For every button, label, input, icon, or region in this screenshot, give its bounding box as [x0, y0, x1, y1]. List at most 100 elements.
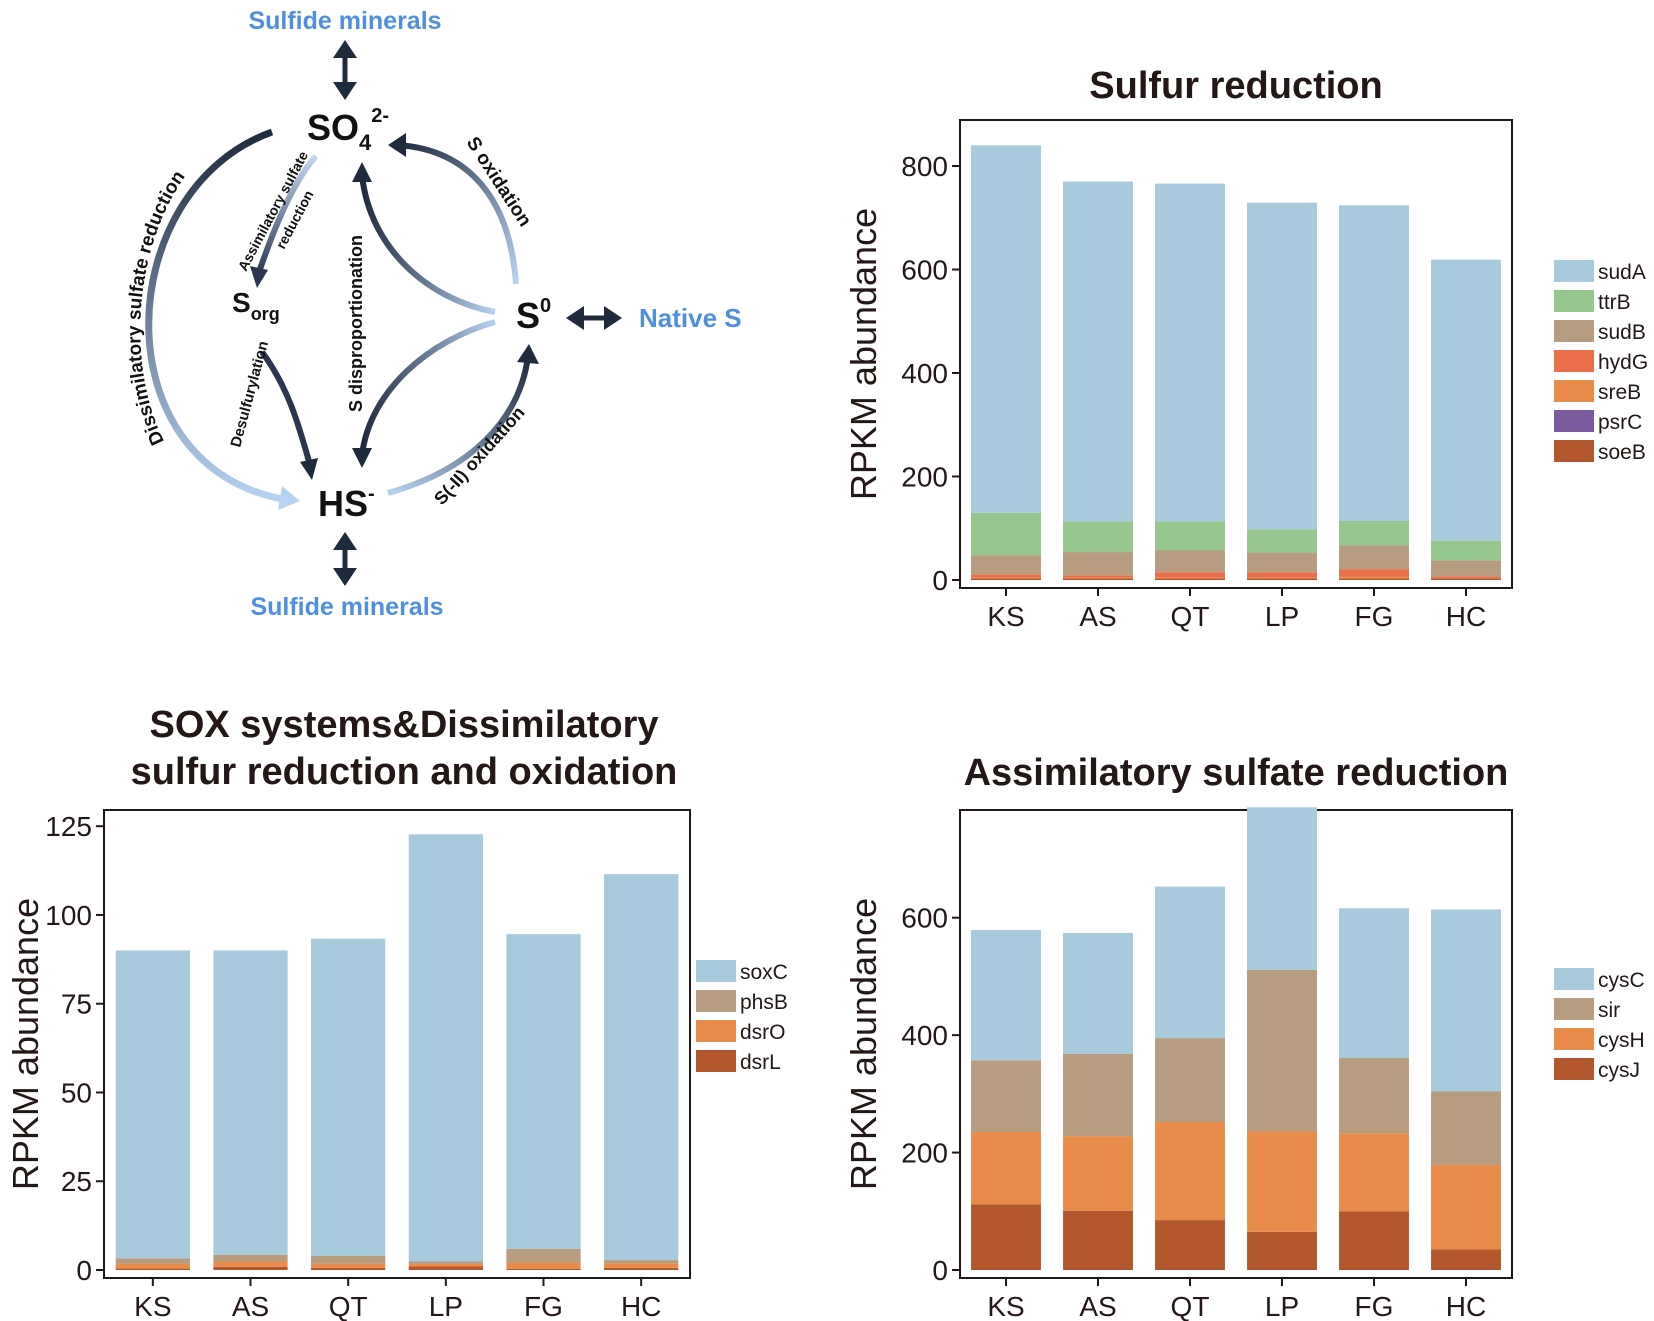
- bar-segment-dsrL-FG: [506, 1268, 581, 1270]
- legend-label-sreB: sreB: [1598, 381, 1641, 404]
- bar-segment-dsrO-AS: [213, 1261, 288, 1267]
- bar-segment-cysH-KS: [971, 1132, 1041, 1205]
- legend-label-psrC: psrC: [1598, 411, 1642, 434]
- assimilatory-reduction-arrow: [255, 153, 319, 276]
- bar-segment-dsrL-KS: [115, 1268, 190, 1270]
- y-tick-label: 75: [61, 989, 92, 1020]
- legend-swatch-soeB: [1554, 440, 1594, 462]
- double-arrow-native: [566, 306, 622, 330]
- legend-label-dsrO: dsrO: [740, 1021, 786, 1044]
- bar-segment-soeB-KS: [971, 578, 1041, 580]
- bar-segment-soeB-QT: [1155, 578, 1225, 580]
- chart-title: Sulfur reduction: [1089, 65, 1382, 107]
- legend-swatch-dsrO: [696, 1020, 736, 1042]
- x-tick-label: AS: [1079, 601, 1116, 632]
- x-tick-label: LP: [1265, 601, 1299, 632]
- legend-swatch-cysJ: [1554, 1058, 1594, 1080]
- bar-segment-cysH-AS: [1063, 1136, 1133, 1211]
- bar-segment-phsB-HC: [604, 1260, 679, 1264]
- double-arrow-bottom: [333, 532, 357, 586]
- s-oxidation-arrowhead: [388, 133, 406, 157]
- legend-swatch-ttrB: [1554, 290, 1594, 312]
- bar-segment-sreB-LP: [1247, 577, 1317, 579]
- x-tick-label: FG: [1355, 601, 1394, 632]
- s-ii-oxidation-label: S(-II) oxidation: [430, 402, 529, 508]
- bar-segment-soxC-LP: [408, 834, 483, 1262]
- sulfur-reduction-chart: Sulfur reduction 0 200 400 600 800 RPKM abunda…: [843, 65, 1648, 632]
- chart-title: Assimilatory sulfate reduction: [964, 752, 1509, 794]
- bar-segment-sudA-LP: [1247, 202, 1317, 530]
- bar-segment-cysC-FG: [1339, 908, 1409, 1059]
- disproportionation-label: S disproportionation: [346, 235, 366, 412]
- legend-swatch-sir: [1554, 998, 1594, 1020]
- bar-segment-sudB-KS: [971, 555, 1041, 575]
- y-tick-label: 50: [61, 1077, 92, 1108]
- bar-segment-ttrB-HC: [1431, 540, 1501, 561]
- bar-segment-ttrB-AS: [1063, 521, 1133, 553]
- disproportionation-down-arrowhead: [352, 448, 372, 468]
- bar-segment-sir-FG: [1339, 1058, 1409, 1134]
- disproportionation-up-arrowhead: [352, 162, 372, 182]
- chart-title: sulfur reduction and oxidation: [131, 751, 678, 793]
- bar-segment-cysJ-QT: [1155, 1220, 1225, 1270]
- legend-label-dsrL: dsrL: [740, 1051, 781, 1074]
- bar-segment-cysC-HC: [1431, 909, 1501, 1092]
- bar-segment-soxC-KS: [115, 950, 190, 1259]
- bar-segment-phsB-LP: [408, 1261, 483, 1264]
- disproportionation-down-arrow: [359, 319, 496, 456]
- bar-segment-cysH-HC: [1431, 1164, 1501, 1250]
- bar-segment-cysJ-FG: [1339, 1211, 1409, 1270]
- x-tick-label: QT: [329, 1291, 368, 1321]
- legend-swatch-sreB: [1554, 380, 1594, 402]
- y-axis-label: RPKM abundance: [5, 898, 46, 1190]
- bar-segment-sudB-AS: [1063, 552, 1133, 576]
- assimilatory-sulfate-chart: Assimilatory sulfate reduction 0 200 400 600…: [843, 752, 1645, 1321]
- bar-segment-sreB-HC: [1431, 577, 1501, 579]
- bar-segment-dsrL-AS: [213, 1266, 288, 1270]
- x-tick-label: FG: [1355, 1291, 1394, 1321]
- legend-swatch-sudB: [1554, 320, 1594, 342]
- bar-segment-soxC-AS: [213, 950, 288, 1255]
- y-axis-label: RPKM abundance: [843, 208, 884, 500]
- bar-segment-ttrB-QT: [1155, 521, 1225, 551]
- bar-segment-soeB-HC: [1431, 578, 1501, 580]
- legend-swatch-cysC: [1554, 968, 1594, 990]
- sulfide-minerals-top-label: Sulfide minerals: [248, 7, 441, 35]
- sulfur-cycle-diagram: Sulfide minerals SO42- Sorg S0 HS- Nativ…: [124, 7, 741, 621]
- bar-segment-sudB-FG: [1339, 545, 1409, 570]
- dissimilatory-reduction-arrow: [145, 128, 289, 504]
- bar-segment-ttrB-KS: [971, 512, 1041, 556]
- legend-label-cysH: cysH: [1598, 1029, 1645, 1052]
- bar-segment-dsrL-HC: [604, 1267, 679, 1270]
- bar-segment-hydG-HC: [1431, 576, 1501, 578]
- bar-segment-ttrB-LP: [1247, 529, 1317, 553]
- x-tick-label: KS: [987, 601, 1024, 632]
- y-tick-label: 400: [901, 358, 948, 389]
- sulfate-node: SO42-: [307, 105, 389, 155]
- x-tick-label: KS: [987, 1291, 1024, 1321]
- desulfurylation-label: Desulfurylation: [227, 339, 272, 449]
- legend-label-hydG: hydG: [1598, 351, 1648, 374]
- legend-label-sir: sir: [1598, 999, 1620, 1022]
- legend-swatch-cysH: [1554, 1028, 1594, 1050]
- assimilatory-arrowhead: [250, 266, 268, 288]
- x-tick-label: LP: [429, 1291, 463, 1321]
- bar-segment-soxC-FG: [506, 934, 581, 1249]
- legend-swatch-dsrL: [696, 1050, 736, 1072]
- dissimilatory-arrowhead: [278, 486, 300, 510]
- bar-segment-soeB-FG: [1339, 578, 1409, 580]
- bar-segment-cysJ-AS: [1063, 1210, 1133, 1270]
- bar-segment-sir-KS: [971, 1060, 1041, 1133]
- bar-segment-phsB-QT: [311, 1255, 386, 1264]
- bar-segment-sudA-KS: [971, 145, 1041, 513]
- bar-segment-dsrO-QT: [311, 1263, 386, 1268]
- bar-segment-sudA-AS: [1063, 181, 1133, 522]
- bar-segment-cysJ-KS: [971, 1204, 1041, 1270]
- bar-segment-hydG-FG: [1339, 569, 1409, 577]
- y-tick-label: 200: [901, 461, 948, 492]
- bar-segment-sir-AS: [1063, 1053, 1133, 1137]
- y-axis-label: RPKM abundance: [843, 898, 884, 1190]
- double-arrow-top: [333, 40, 357, 100]
- plot-frame: [959, 119, 1513, 589]
